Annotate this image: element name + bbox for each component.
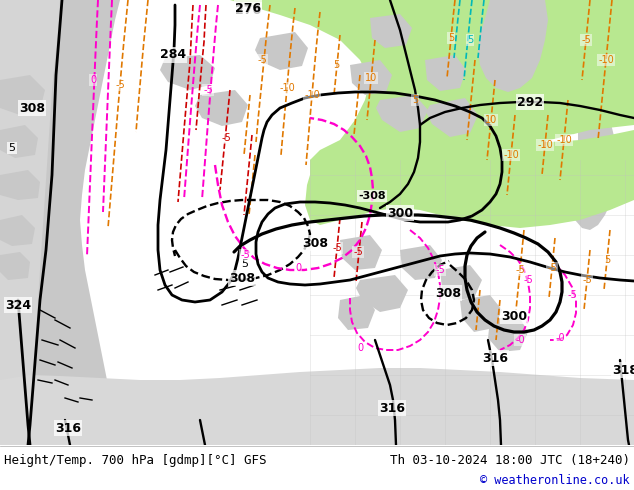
Polygon shape [0,252,30,280]
Text: -5: -5 [435,265,445,275]
Text: -10: -10 [503,150,519,160]
Text: -5: -5 [515,265,525,275]
Polygon shape [356,275,408,312]
Text: -308: -308 [358,191,386,201]
Polygon shape [195,90,248,126]
Text: 10: 10 [485,115,497,125]
Text: 316: 316 [482,351,508,365]
Polygon shape [0,170,40,200]
Polygon shape [460,295,502,332]
Text: 300: 300 [387,206,413,220]
Polygon shape [376,95,428,132]
Text: 0: 0 [90,75,96,85]
Text: 5: 5 [448,33,454,43]
Text: 284: 284 [160,49,186,62]
Text: 0: 0 [357,343,363,353]
Polygon shape [0,75,45,115]
Text: 292: 292 [517,96,543,108]
Text: -5: -5 [257,55,267,65]
Polygon shape [338,295,375,330]
Text: 308: 308 [302,237,328,249]
Text: 5: 5 [412,95,418,105]
Polygon shape [400,245,442,280]
Polygon shape [175,0,634,190]
Text: 5: 5 [8,143,15,153]
Polygon shape [426,98,478,137]
Text: -0: -0 [515,335,525,345]
Polygon shape [160,55,215,90]
Polygon shape [370,14,412,48]
Text: -5: -5 [581,35,591,45]
Text: 276: 276 [235,1,261,15]
Text: 318: 318 [612,364,634,376]
Polygon shape [305,128,634,228]
Text: -5: -5 [115,80,125,90]
Text: Height/Temp. 700 hPa [gdmp][°C] GFS: Height/Temp. 700 hPa [gdmp][°C] GFS [4,454,266,466]
Text: 5: 5 [467,35,473,45]
Text: -10: -10 [304,90,320,100]
Polygon shape [440,265,482,300]
Text: 308: 308 [19,101,45,115]
Polygon shape [488,315,528,352]
Text: 276: 276 [235,3,261,17]
Text: -5: -5 [203,85,213,95]
Text: -10: -10 [598,55,614,65]
Text: -5: -5 [240,250,250,260]
Polygon shape [0,0,60,445]
Text: -10: -10 [537,140,553,150]
Text: -5: -5 [567,290,577,300]
Text: -10: -10 [279,83,295,93]
Polygon shape [255,32,308,70]
Text: -5: -5 [221,133,231,143]
Text: 316: 316 [379,401,405,415]
Text: 316: 316 [55,421,81,435]
Polygon shape [420,0,545,65]
Text: -5: -5 [582,275,592,285]
Text: 5: 5 [604,255,610,265]
Polygon shape [350,60,392,95]
Polygon shape [542,0,580,128]
Polygon shape [425,55,466,91]
Text: 5: 5 [333,60,339,70]
Text: 324: 324 [5,298,31,312]
Text: 300: 300 [501,310,527,322]
Polygon shape [0,215,35,246]
Text: 5: 5 [242,259,249,269]
Polygon shape [568,0,634,230]
Text: Th 03-10-2024 18:00 JTC (18+240): Th 03-10-2024 18:00 JTC (18+240) [390,454,630,466]
Polygon shape [478,0,548,92]
Text: -5: -5 [523,275,533,285]
Polygon shape [0,125,38,158]
Text: 10: 10 [365,73,377,83]
Text: -5: -5 [547,263,557,273]
Text: -10: -10 [556,135,572,145]
Polygon shape [340,235,382,270]
Text: -5: -5 [332,243,342,253]
Text: © weatheronline.co.uk: © weatheronline.co.uk [481,473,630,487]
Text: 0: 0 [295,263,301,273]
Polygon shape [0,0,120,445]
Polygon shape [0,368,634,445]
Text: 308: 308 [229,271,255,285]
Text: -0: -0 [555,333,565,343]
Text: 308: 308 [435,287,461,299]
Text: -5: -5 [353,247,363,257]
